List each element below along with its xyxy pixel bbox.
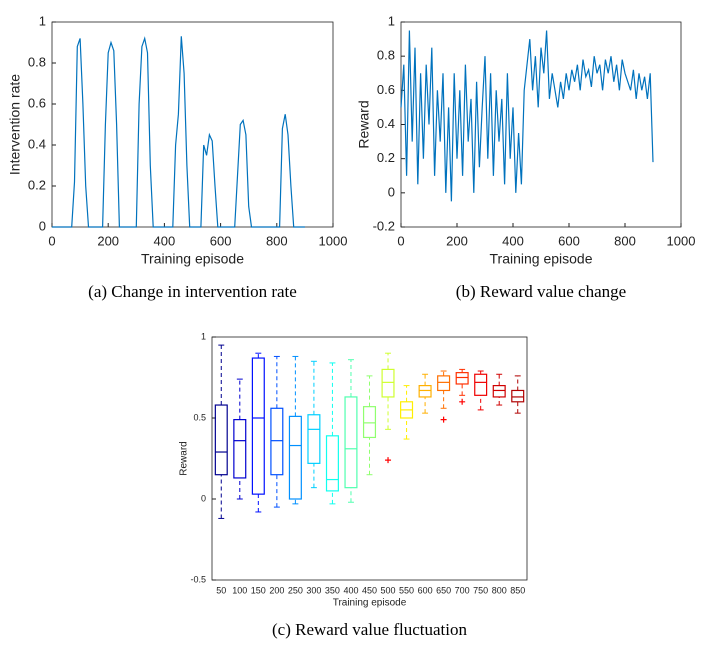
box bbox=[437, 375, 451, 392]
caption: (b) Reward value change bbox=[456, 282, 626, 301]
x-tick-label: 600 bbox=[558, 233, 580, 248]
x-tick-label: 450 bbox=[362, 585, 377, 595]
x-tick-label: 550 bbox=[399, 585, 414, 595]
box bbox=[214, 404, 228, 476]
box bbox=[455, 372, 469, 385]
box bbox=[344, 396, 358, 489]
y-tick-label: 0 bbox=[201, 493, 206, 503]
x-tick-label: 750 bbox=[473, 585, 488, 595]
x-tick-label: 1000 bbox=[667, 233, 696, 248]
x-tick-label: 700 bbox=[455, 585, 470, 595]
x-tick-label: 350 bbox=[325, 585, 340, 595]
data-line bbox=[52, 36, 305, 228]
y-tick-label: 0.6 bbox=[377, 82, 395, 97]
x-tick-label: 500 bbox=[381, 585, 396, 595]
box bbox=[270, 407, 284, 476]
y-tick-label: 0.6 bbox=[28, 95, 46, 110]
x-tick-label: 50 bbox=[216, 585, 226, 595]
outlier bbox=[459, 398, 466, 405]
y-tick-label: 0.4 bbox=[377, 116, 395, 131]
y-tick-label: 0.2 bbox=[28, 177, 46, 192]
x-tick-label: 400 bbox=[154, 233, 176, 248]
x-tick-label: 0 bbox=[48, 233, 55, 248]
caption: (c) Reward value fluctuation bbox=[272, 620, 467, 639]
box bbox=[325, 435, 339, 492]
x-tick-label: 100 bbox=[232, 585, 247, 595]
outlier bbox=[440, 416, 447, 423]
box bbox=[362, 406, 377, 439]
x-tick-label: 650 bbox=[436, 585, 451, 595]
box bbox=[474, 373, 488, 396]
box bbox=[288, 415, 302, 500]
box bbox=[492, 385, 506, 398]
outlier bbox=[385, 457, 392, 464]
x-axis-label: Training episode bbox=[490, 251, 593, 267]
data-line bbox=[400, 30, 654, 202]
y-tick-label: 0 bbox=[388, 184, 395, 199]
x-tick-label: 1000 bbox=[319, 233, 348, 248]
y-tick-label: 0.5 bbox=[193, 412, 206, 422]
y-tick-label: 1 bbox=[39, 13, 46, 28]
box bbox=[233, 419, 247, 479]
y-axis-label: Reward bbox=[356, 100, 372, 148]
y-tick-label: 0.4 bbox=[28, 136, 46, 151]
x-tick-label: 250 bbox=[288, 585, 303, 595]
x-tick-label: 200 bbox=[97, 233, 119, 248]
x-tick-label: 150 bbox=[251, 585, 266, 595]
box bbox=[251, 357, 265, 495]
x-tick-label: 200 bbox=[269, 585, 284, 595]
x-axis-label: Training episode bbox=[333, 598, 407, 609]
y-tick-label: -0.5 bbox=[190, 574, 206, 584]
x-tick-label: 800 bbox=[614, 233, 636, 248]
plot-area bbox=[51, 21, 334, 228]
y-tick-label: 1 bbox=[388, 13, 395, 28]
x-tick-label: 400 bbox=[502, 233, 524, 248]
box bbox=[511, 389, 525, 403]
y-tick-label: 0 bbox=[39, 218, 46, 233]
y-tick-label: -0.2 bbox=[373, 218, 395, 233]
x-axis-label: Training episode bbox=[141, 251, 244, 267]
x-tick-label: 800 bbox=[492, 585, 507, 595]
y-tick-label: 0.2 bbox=[377, 150, 395, 165]
x-tick-label: 800 bbox=[266, 233, 288, 248]
x-tick-label: 0 bbox=[397, 233, 404, 248]
x-tick-label: 600 bbox=[210, 233, 232, 248]
y-axis-label: Intervention rate bbox=[7, 74, 23, 175]
box bbox=[307, 414, 321, 464]
box bbox=[418, 385, 432, 398]
caption: (a) Change in intervention rate bbox=[88, 282, 297, 301]
y-tick-label: 0.8 bbox=[28, 54, 46, 69]
y-axis-label: Reward bbox=[179, 441, 190, 475]
y-tick-label: 0.8 bbox=[377, 48, 395, 63]
x-tick-label: 200 bbox=[446, 233, 468, 248]
plot-area bbox=[211, 336, 528, 581]
x-tick-label: 600 bbox=[418, 585, 433, 595]
x-tick-label: 400 bbox=[343, 585, 358, 595]
x-tick-label: 300 bbox=[306, 585, 321, 595]
y-tick-label: 1 bbox=[201, 331, 206, 341]
box bbox=[381, 368, 395, 398]
x-tick-label: 850 bbox=[510, 585, 525, 595]
